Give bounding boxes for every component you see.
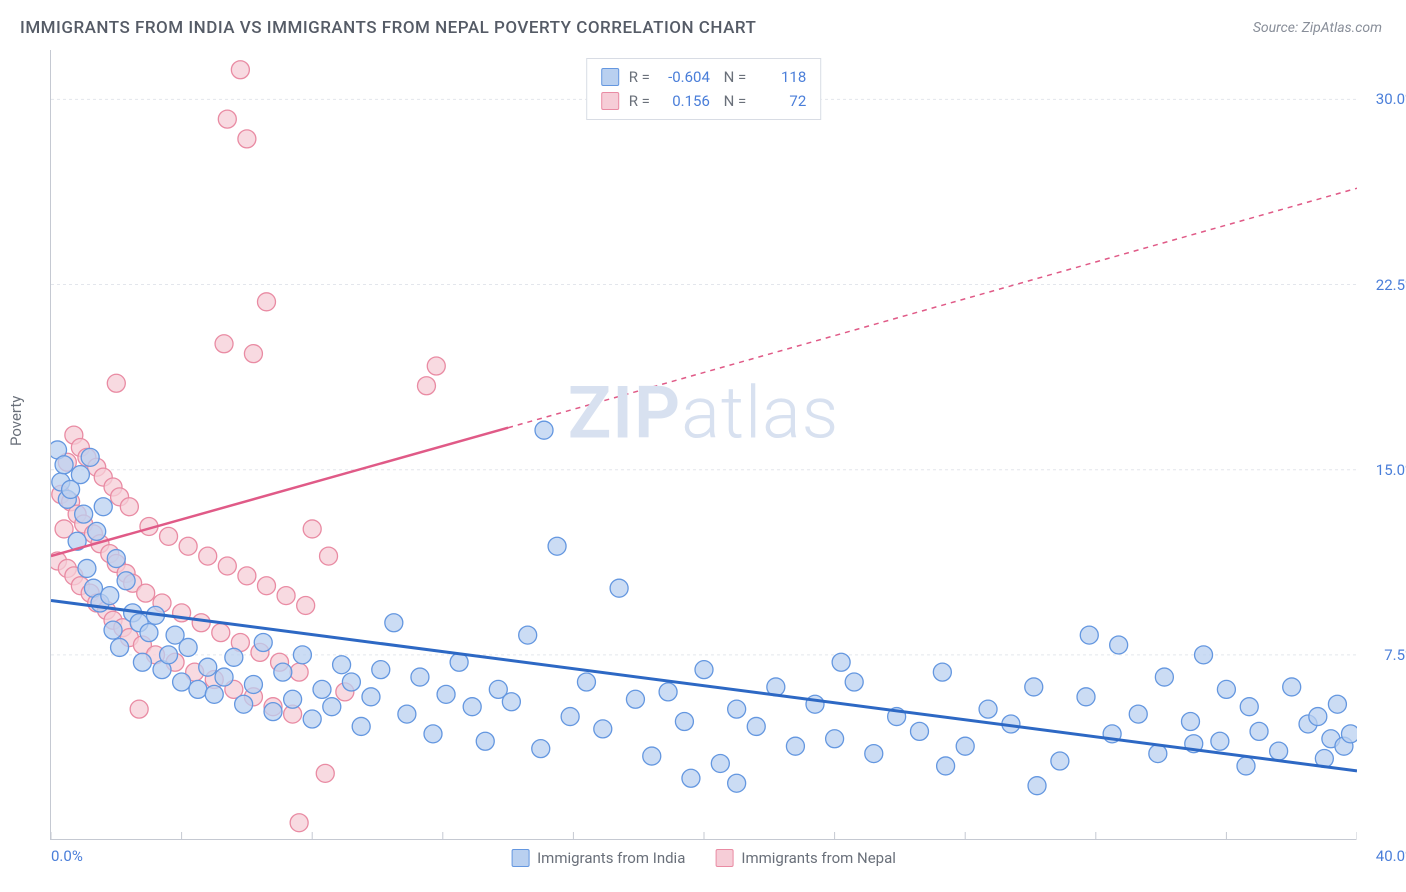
correlation-legend: R =-0.604 N =118 R =0.156 N =72 <box>586 58 822 120</box>
series-legend: Immigrants from India Immigrants from Ne… <box>511 849 896 867</box>
swatch-india <box>601 68 619 86</box>
ytick-label: 15.0% <box>1376 461 1406 479</box>
corr-row-india: R =-0.604 N =118 <box>601 65 807 89</box>
legend-item-nepal: Immigrants from Nepal <box>715 849 896 867</box>
scatter-svg <box>51 50 1357 840</box>
legend-swatch-nepal <box>715 849 733 867</box>
plot-area: ZIPatlas R =-0.604 N =118 R =0.156 N =72… <box>50 50 1356 840</box>
swatch-nepal <box>601 92 619 110</box>
legend-swatch-india <box>511 849 529 867</box>
corr-row-nepal: R =0.156 N =72 <box>601 89 807 113</box>
y-axis-label: Poverty <box>7 396 25 446</box>
ytick-label: 7.5% <box>1384 646 1406 664</box>
chart-title: IMMIGRANTS FROM INDIA VS IMMIGRANTS FROM… <box>20 18 756 38</box>
legend-label-india: Immigrants from India <box>537 849 685 867</box>
legend-label-nepal: Immigrants from Nepal <box>741 849 896 867</box>
legend-item-india: Immigrants from India <box>511 849 685 867</box>
source-attribution: Source: ZipAtlas.com <box>1253 20 1382 36</box>
ytick-label: 30.0% <box>1376 90 1406 108</box>
x-start-label: 0.0% <box>51 847 83 865</box>
x-end-label: 40.0% <box>1376 847 1406 865</box>
ytick-label: 22.5% <box>1376 276 1406 294</box>
